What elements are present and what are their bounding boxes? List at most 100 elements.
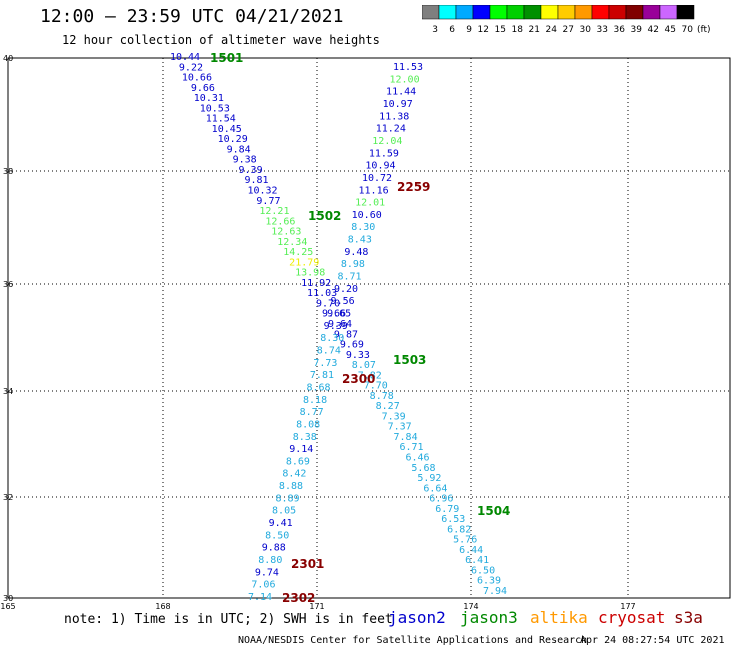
swh-value: 8.07 [352,360,376,371]
y-tick-label: 36 [3,280,13,289]
swh-value: 9.65 [327,309,351,320]
swh-value: 7.94 [483,586,507,597]
swh-value: 9.81 [244,175,268,186]
color-scale-label: 6 [449,25,455,35]
swh-value: 21.79 [289,257,319,268]
swh-value: 9.66 [322,309,346,320]
swh-value: 9.74 [255,567,279,578]
swh-value: 8.77 [300,407,324,418]
color-scale-label: 3 [432,25,438,35]
swh-value: 8.71 [337,272,361,283]
swh-value: 9.39 [239,165,263,176]
swh-value: 10.94 [365,161,395,172]
swh-value: 8.18 [303,395,327,406]
swh-value: 10.66 [182,73,212,84]
swh-value: 11.53 [393,62,423,73]
color-scale-label: 39 [631,25,643,35]
swh-value: 5.76 [453,535,477,546]
map-title: 12:00 – 23:59 UTC 04/21/2021 [40,6,344,27]
swh-value: 11.92 [301,278,331,289]
swh-value: 9.22 [179,62,203,73]
swh-value: 10.29 [218,134,248,145]
swh-value: 8.69 [286,456,310,467]
swh-value: 12.00 [390,74,420,85]
color-scale-label: 12 [478,25,489,35]
swh-value: 6.71 [399,442,423,453]
swh-value: 10.31 [194,93,224,104]
swh-value: 9.64 [328,319,352,330]
legend-s3a: s3a [674,608,703,627]
x-tick-label: 174 [463,602,478,611]
swh-value: 8.80 [258,555,282,566]
color-scale-unit: (ft) [697,25,711,35]
color-scale-bar: 3 6 9 12 15 18 21 24 27 30 33 36 39 42 45 70 (ft) [422,5,711,35]
pass-time-label: 1503 [393,353,426,367]
swh-value: 8.50 [265,530,289,541]
swh-value: 11.16 [359,185,389,196]
swh-value: 9.69 [340,340,364,351]
swh-value: 7.73 [313,358,337,369]
y-tick-label: 40 [3,54,13,63]
pass-time-label: 2302 [282,591,315,605]
swh-value: 10.44 [170,52,200,63]
swh-value: 8.89 [275,493,299,504]
swh-value: 8.30 [320,333,344,344]
swh-value: 9.70 [316,298,340,309]
x-tick-label: 165 [0,602,15,611]
swh-value: 8.43 [348,235,372,246]
swh-value: 11.38 [379,111,409,122]
swh-value: 8.38 [293,432,317,443]
color-scale-label: 9 [466,25,472,35]
swh-value: 7.82 [358,370,382,381]
swh-value: 8.78 [370,391,394,402]
x-tick-label: 177 [620,602,635,611]
swh-value: 10.72 [362,173,392,184]
swh-value: 7.70 [364,381,388,392]
swh-value: 9.41 [269,518,293,529]
swh-value: 12.21 [259,206,289,217]
map-frame [7,57,731,599]
swh-value: 6.39 [477,576,501,587]
y-tick-label: 38 [3,167,13,176]
swh-value: 7.84 [394,432,418,443]
pass-time-label: 1501 [210,51,243,65]
color-scale-label: 21 [529,25,540,35]
note-text: note: 1) Time is in UTC; 2) SWH is in fe… [64,612,393,627]
color-swatch [676,5,695,20]
swh-value: 10.53 [200,103,230,114]
color-scale-label: 70 [682,25,694,35]
swh-value: 10.45 [212,124,242,135]
swh-value: 8.88 [279,481,303,492]
swh-value: 12.04 [372,136,402,147]
color-scale-label: 45 [665,25,676,35]
color-scale-label: 36 [614,25,626,35]
swh-value: 7.37 [388,422,412,433]
swh-value: 6.53 [441,514,465,525]
y-tick-label: 34 [3,387,13,396]
swh-value: 7.81 [310,370,334,381]
pass-time-label: 2300 [342,372,375,386]
swh-value: 9.33 [346,350,370,361]
x-tick-label: 171 [309,602,324,611]
y-tick-label: 30 [3,594,13,603]
swh-value: 13.98 [295,268,325,279]
color-scale-label: 42 [648,25,659,35]
swh-value: 8.42 [282,469,306,480]
swh-value: 9.48 [344,247,368,258]
color-scale-label: 18 [512,25,524,35]
swh-value: 6.44 [459,545,483,556]
swh-value: 12.34 [277,237,307,248]
swh-value: 9.66 [191,83,215,94]
pass-time-label: 2259 [397,180,430,194]
color-scale-label: 33 [597,25,608,35]
swh-value: 9.77 [256,196,280,207]
pass-time-label: 1502 [308,209,341,223]
y-tick-label: 32 [3,493,13,502]
swh-value: 7.06 [251,580,275,591]
swh-value: 9.87 [334,329,358,340]
swh-value: 9.84 [227,144,251,155]
swh-value: 6.79 [435,504,459,515]
swh-value: 6.50 [471,565,495,576]
swh-value: 8.98 [341,259,365,270]
